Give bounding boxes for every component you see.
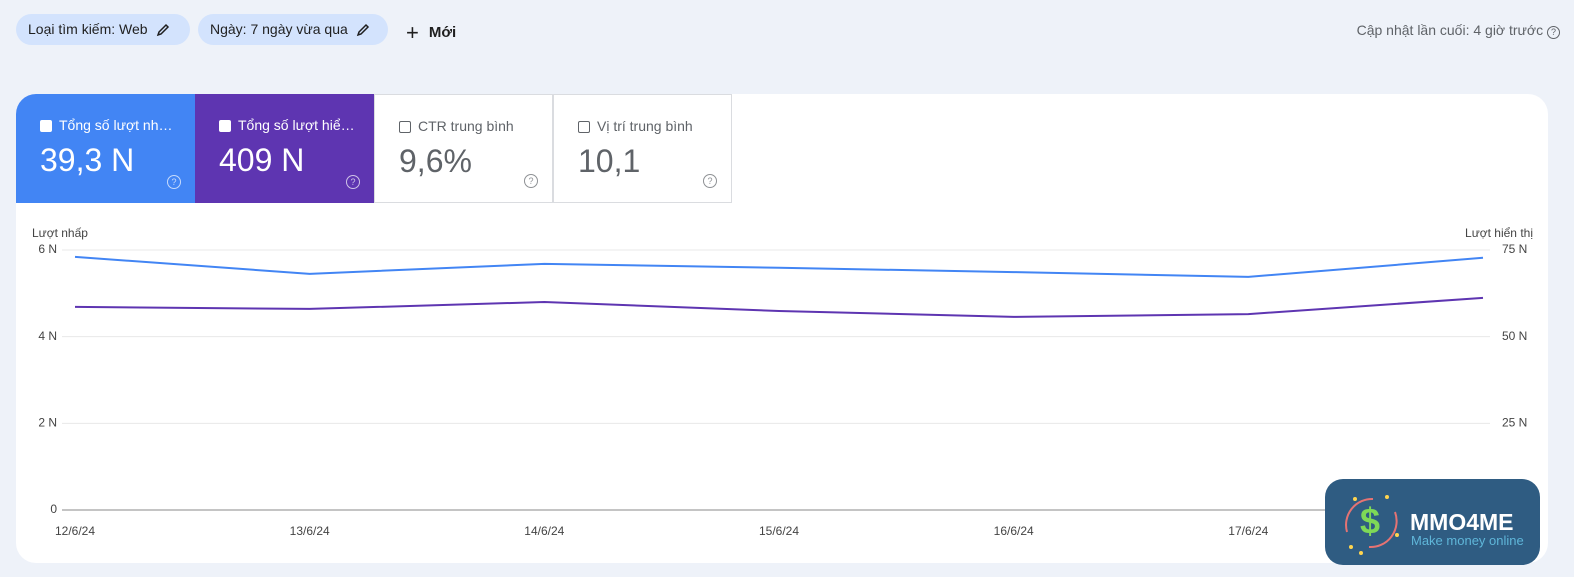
edit-icon (356, 23, 369, 37)
x-tick-label: 14/6/24 (524, 524, 564, 538)
y2-tick-label: 50 N (1502, 329, 1527, 343)
watermark: $ MMO4ME Make money online (1325, 479, 1540, 565)
edit-icon (156, 23, 169, 37)
filter-text: Loại tìm kiếm: Web (28, 21, 148, 37)
series-line (74, 296, 1484, 318)
filter-chip[interactable]: Loại tìm kiếm: Web (16, 14, 190, 45)
filter-chip[interactable]: Ngày: 7 ngày vừa qua (198, 14, 388, 45)
metric-card[interactable]: CTR trung bình 9,6%? (374, 94, 553, 203)
x-tick-label: 15/6/24 (759, 524, 799, 538)
metric-value: 9,6% (399, 143, 472, 179)
y-tick-label: 6 N (38, 242, 57, 256)
y-tick-label: 2 N (38, 416, 57, 430)
x-tick-label: 13/6/24 (290, 524, 330, 538)
metric-label: Tổng số lượt nh… (59, 117, 173, 133)
metric-value: 10,1 (578, 143, 641, 179)
y2-tick-label: 25 N (1502, 416, 1527, 430)
y2-axis-title: Lượt hiển thị (1465, 226, 1533, 240)
watermark-title: MMO4ME (1410, 509, 1514, 535)
metric-value: 409 N (219, 142, 305, 178)
metric-label: Tổng số lượt hiể… (238, 117, 355, 133)
new-text: Mới (428, 24, 457, 41)
x-tick-label: 12/6/24 (55, 524, 95, 538)
metric-card[interactable]: Tổng số lượt hiể… 409 N? (195, 94, 374, 203)
series-line (74, 255, 1484, 278)
metric-card[interactable]: Vị trí trung bình 10,1? (553, 94, 732, 203)
x-tick-label: 17/6/24 (1228, 524, 1268, 538)
y2-tick-label: 75 N (1502, 242, 1527, 256)
new-button[interactable]: + Mới (406, 20, 457, 45)
x-tick-label: 16/6/24 (994, 524, 1034, 538)
filter-text: Ngày: 7 ngày vừa qua (210, 21, 348, 37)
svg-text:$: $ (1360, 501, 1380, 542)
y-tick-label: 0 (50, 502, 57, 516)
watermark-logo: $ (1345, 495, 1399, 555)
watermark-subtitle: Make money online (1411, 533, 1524, 548)
metric-card[interactable]: Tổng số lượt nh… 39,3 N? (16, 94, 195, 203)
y-axis-title: Lượt nhấp (32, 226, 88, 240)
metric-label: Vị trí trung bình (597, 118, 693, 134)
last-updated: Cập nhật lần cuối: 4 giờ trước ? (1357, 22, 1560, 39)
last-updated-text: Cập nhật lần cuối: 4 giờ trước (1356, 22, 1544, 38)
metric-value: 39,3 N (40, 142, 135, 178)
y-tick-label: 4 N (38, 329, 57, 343)
metric-label: CTR trung bình (418, 118, 514, 134)
